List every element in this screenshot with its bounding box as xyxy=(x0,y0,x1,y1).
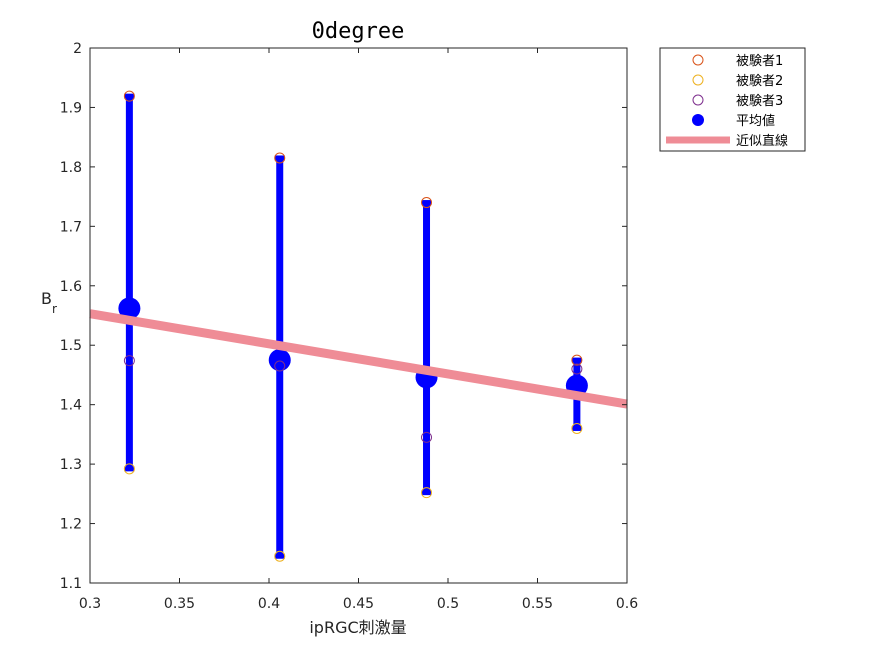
y-axis-label: Br xyxy=(41,289,57,316)
y-tick-label: 2 xyxy=(73,41,82,57)
y-axis-label-main: B xyxy=(41,289,52,308)
subject2-point xyxy=(571,422,583,434)
x-tick-label: 0.55 xyxy=(522,596,553,612)
y-tick-label: 1.9 xyxy=(60,100,82,116)
x-tick-label: 0.45 xyxy=(343,596,374,612)
y-tick-label: 1.5 xyxy=(60,338,82,354)
y-axis-label-subscript: r xyxy=(52,302,57,316)
legend-item-subject3-marker xyxy=(692,94,704,106)
x-tick-label: 0.5 xyxy=(437,596,459,612)
legend-item-fit-label: 近似直線 xyxy=(736,133,788,149)
mean-point xyxy=(268,349,291,372)
subject2-point xyxy=(421,487,433,499)
x-axis: 0.3 0.35 0.4 0.45 0.5 0.55 0.6 xyxy=(79,48,638,612)
x-tick-label: 0.4 xyxy=(258,596,280,612)
y-tick-label: 1.6 xyxy=(60,279,82,295)
chart-title: 0degree xyxy=(312,19,405,44)
fit-line xyxy=(89,309,628,409)
subject2-point xyxy=(274,550,286,562)
legend-box xyxy=(659,47,806,152)
subject1-point xyxy=(421,197,433,209)
x-axis-label: ipRGC刺激量 xyxy=(309,618,406,637)
subject3-point xyxy=(421,431,433,443)
legend-item-subject1-marker xyxy=(692,54,704,66)
subject3-point xyxy=(274,360,286,372)
legend-item-mean-label: 平均値 xyxy=(736,113,775,129)
y-tick-label: 1.4 xyxy=(60,398,82,414)
x-tick-label: 0.6 xyxy=(616,596,638,612)
subject1-point xyxy=(571,354,583,366)
mean-point xyxy=(118,297,141,320)
legend-item-subject2-label: 被験者2 xyxy=(736,74,783,89)
subject3-point xyxy=(123,355,135,367)
legend-item-subject2-marker xyxy=(692,74,704,86)
x-tick-label: 0.3 xyxy=(79,596,101,612)
y-tick-label: 1.7 xyxy=(60,219,82,235)
subject2-point xyxy=(123,463,135,475)
subject1-point xyxy=(123,90,135,102)
y-tick-label: 1.8 xyxy=(60,160,82,176)
y-tick-label: 1.3 xyxy=(60,457,82,473)
legend-item-subject3-label: 被験者3 xyxy=(736,94,783,109)
y-tick-label: 1.2 xyxy=(60,517,82,533)
legend-item-mean-marker xyxy=(692,114,704,126)
y-axis: 1.1 1.2 1.3 1.4 1.5 1.6 1.7 1.8 1.9 2 xyxy=(60,41,627,592)
subject3-point xyxy=(571,363,583,375)
subject1-point xyxy=(274,152,286,164)
legend-item-subject1-label: 被験者1 xyxy=(736,54,783,69)
plot-area xyxy=(89,90,628,562)
x-tick-label: 0.35 xyxy=(164,596,195,612)
y-tick-label: 1.1 xyxy=(60,576,82,592)
